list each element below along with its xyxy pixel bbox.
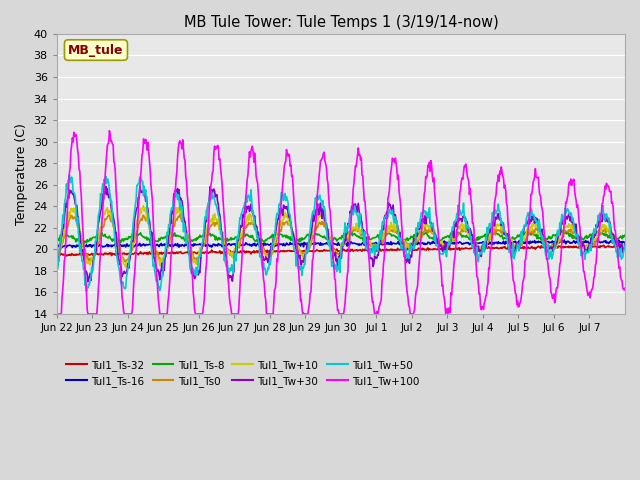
- Tul1_Ts0: [225, 248, 233, 253]
- Tul1_Tw+10: [253, 228, 261, 234]
- Tul1_Ts-8: [432, 237, 440, 242]
- Tul1_Ts0: [275, 231, 283, 237]
- Tul1_Ts-16: [120, 242, 128, 248]
- Line: Tul1_Tw+30: Tul1_Tw+30: [57, 186, 625, 282]
- Tul1_Tw+10: [140, 203, 147, 209]
- Tul1_Tw+30: [84, 279, 92, 285]
- Title: MB Tule Tower: Tule Temps 1 (3/19/14-now): MB Tule Tower: Tule Temps 1 (3/19/14-now…: [184, 15, 499, 30]
- Tul1_Tw+50: [65, 172, 73, 178]
- Tul1_Tw+30: [102, 183, 109, 189]
- Tul1_Tw+100: [53, 311, 61, 317]
- Y-axis label: Temperature (C): Temperature (C): [15, 123, 28, 225]
- Tul1_Ts-32: [120, 250, 128, 256]
- Tul1_Tw+10: [433, 238, 441, 244]
- Tul1_Ts0: [433, 235, 441, 241]
- Tul1_Ts0: [253, 233, 261, 239]
- Tul1_Ts-32: [618, 241, 625, 247]
- Tul1_Tw+30: [225, 273, 233, 278]
- Tul1_Tw+50: [621, 243, 629, 249]
- Tul1_Tw+100: [253, 178, 260, 183]
- Tul1_Ts-16: [53, 244, 61, 250]
- Tul1_Tw+30: [253, 233, 261, 239]
- Tul1_Tw+100: [120, 311, 128, 317]
- Tul1_Tw+10: [122, 264, 129, 270]
- Tul1_Tw+10: [120, 260, 127, 266]
- Tul1_Tw+50: [225, 267, 233, 273]
- Line: Tul1_Tw+50: Tul1_Tw+50: [57, 175, 625, 291]
- Tul1_Tw+50: [401, 249, 409, 254]
- Tul1_Ts0: [194, 259, 202, 265]
- Line: Tul1_Ts0: Tul1_Ts0: [57, 214, 625, 262]
- Tul1_Ts-16: [253, 241, 260, 247]
- Tul1_Tw+10: [401, 240, 409, 245]
- Tul1_Ts0: [401, 242, 409, 248]
- Tul1_Ts-16: [589, 237, 596, 243]
- Tul1_Tw+10: [225, 249, 233, 255]
- Tul1_Ts-8: [81, 240, 88, 246]
- Tul1_Ts0: [53, 253, 61, 259]
- Tul1_Tw+50: [433, 242, 441, 248]
- Tul1_Ts-8: [558, 228, 566, 233]
- Tul1_Ts-8: [53, 235, 61, 241]
- Line: Tul1_Ts-32: Tul1_Ts-32: [57, 244, 625, 256]
- Tul1_Ts0: [177, 211, 184, 216]
- Tul1_Tw+30: [53, 267, 61, 273]
- Tul1_Ts0: [621, 241, 629, 247]
- Tul1_Ts-8: [275, 231, 282, 237]
- Tul1_Ts-16: [432, 240, 440, 246]
- Tul1_Tw+50: [253, 233, 261, 239]
- Tul1_Ts-16: [58, 245, 66, 251]
- Tul1_Tw+30: [621, 242, 629, 248]
- Tul1_Tw+30: [401, 252, 409, 258]
- Tul1_Tw+100: [275, 242, 282, 248]
- Tul1_Ts-32: [253, 248, 260, 253]
- Tul1_Ts-32: [621, 242, 629, 248]
- Tul1_Ts-8: [120, 236, 128, 241]
- Tul1_Tw+10: [275, 221, 283, 227]
- Tul1_Tw+30: [433, 241, 441, 247]
- Line: Tul1_Ts-8: Tul1_Ts-8: [57, 230, 625, 243]
- Tul1_Ts-32: [432, 246, 440, 252]
- Tul1_Ts-32: [53, 252, 61, 257]
- Tul1_Ts-32: [275, 248, 282, 254]
- Tul1_Tw+100: [432, 212, 440, 217]
- Tul1_Tw+50: [275, 201, 283, 207]
- Tul1_Tw+100: [225, 282, 232, 288]
- Tul1_Tw+30: [275, 211, 283, 217]
- Tul1_Ts-16: [621, 240, 629, 246]
- Tul1_Ts-8: [621, 232, 629, 238]
- Tul1_Tw+10: [621, 244, 629, 250]
- Legend: Tul1_Ts-32, Tul1_Ts-16, Tul1_Ts-8, Tul1_Ts0, Tul1_Tw+10, Tul1_Tw+30, Tul1_Tw+50,: Tul1_Ts-32, Tul1_Ts-16, Tul1_Ts-8, Tul1_…: [62, 356, 423, 391]
- Line: Tul1_Tw+10: Tul1_Tw+10: [57, 206, 625, 267]
- Text: MB_tule: MB_tule: [68, 44, 124, 57]
- Tul1_Ts-16: [225, 241, 232, 247]
- Tul1_Tw+50: [53, 266, 61, 272]
- Tul1_Tw+50: [121, 286, 129, 292]
- Line: Tul1_Ts-16: Tul1_Ts-16: [57, 240, 625, 248]
- Tul1_Tw+100: [401, 254, 408, 260]
- Tul1_Ts0: [120, 255, 127, 261]
- Tul1_Tw+10: [53, 257, 61, 263]
- Tul1_Ts-32: [63, 253, 70, 259]
- Tul1_Tw+100: [106, 128, 113, 133]
- Tul1_Ts-32: [401, 247, 408, 253]
- Tul1_Ts-16: [401, 241, 408, 247]
- Line: Tul1_Tw+100: Tul1_Tw+100: [57, 131, 625, 314]
- Tul1_Tw+100: [621, 285, 629, 291]
- Tul1_Ts-16: [275, 240, 282, 246]
- Tul1_Ts-32: [225, 249, 232, 255]
- Tul1_Tw+30: [121, 270, 129, 276]
- Tul1_Ts-8: [401, 237, 408, 242]
- Tul1_Ts-8: [225, 237, 232, 243]
- Tul1_Ts-8: [253, 237, 260, 242]
- Tul1_Tw+50: [83, 288, 90, 294]
